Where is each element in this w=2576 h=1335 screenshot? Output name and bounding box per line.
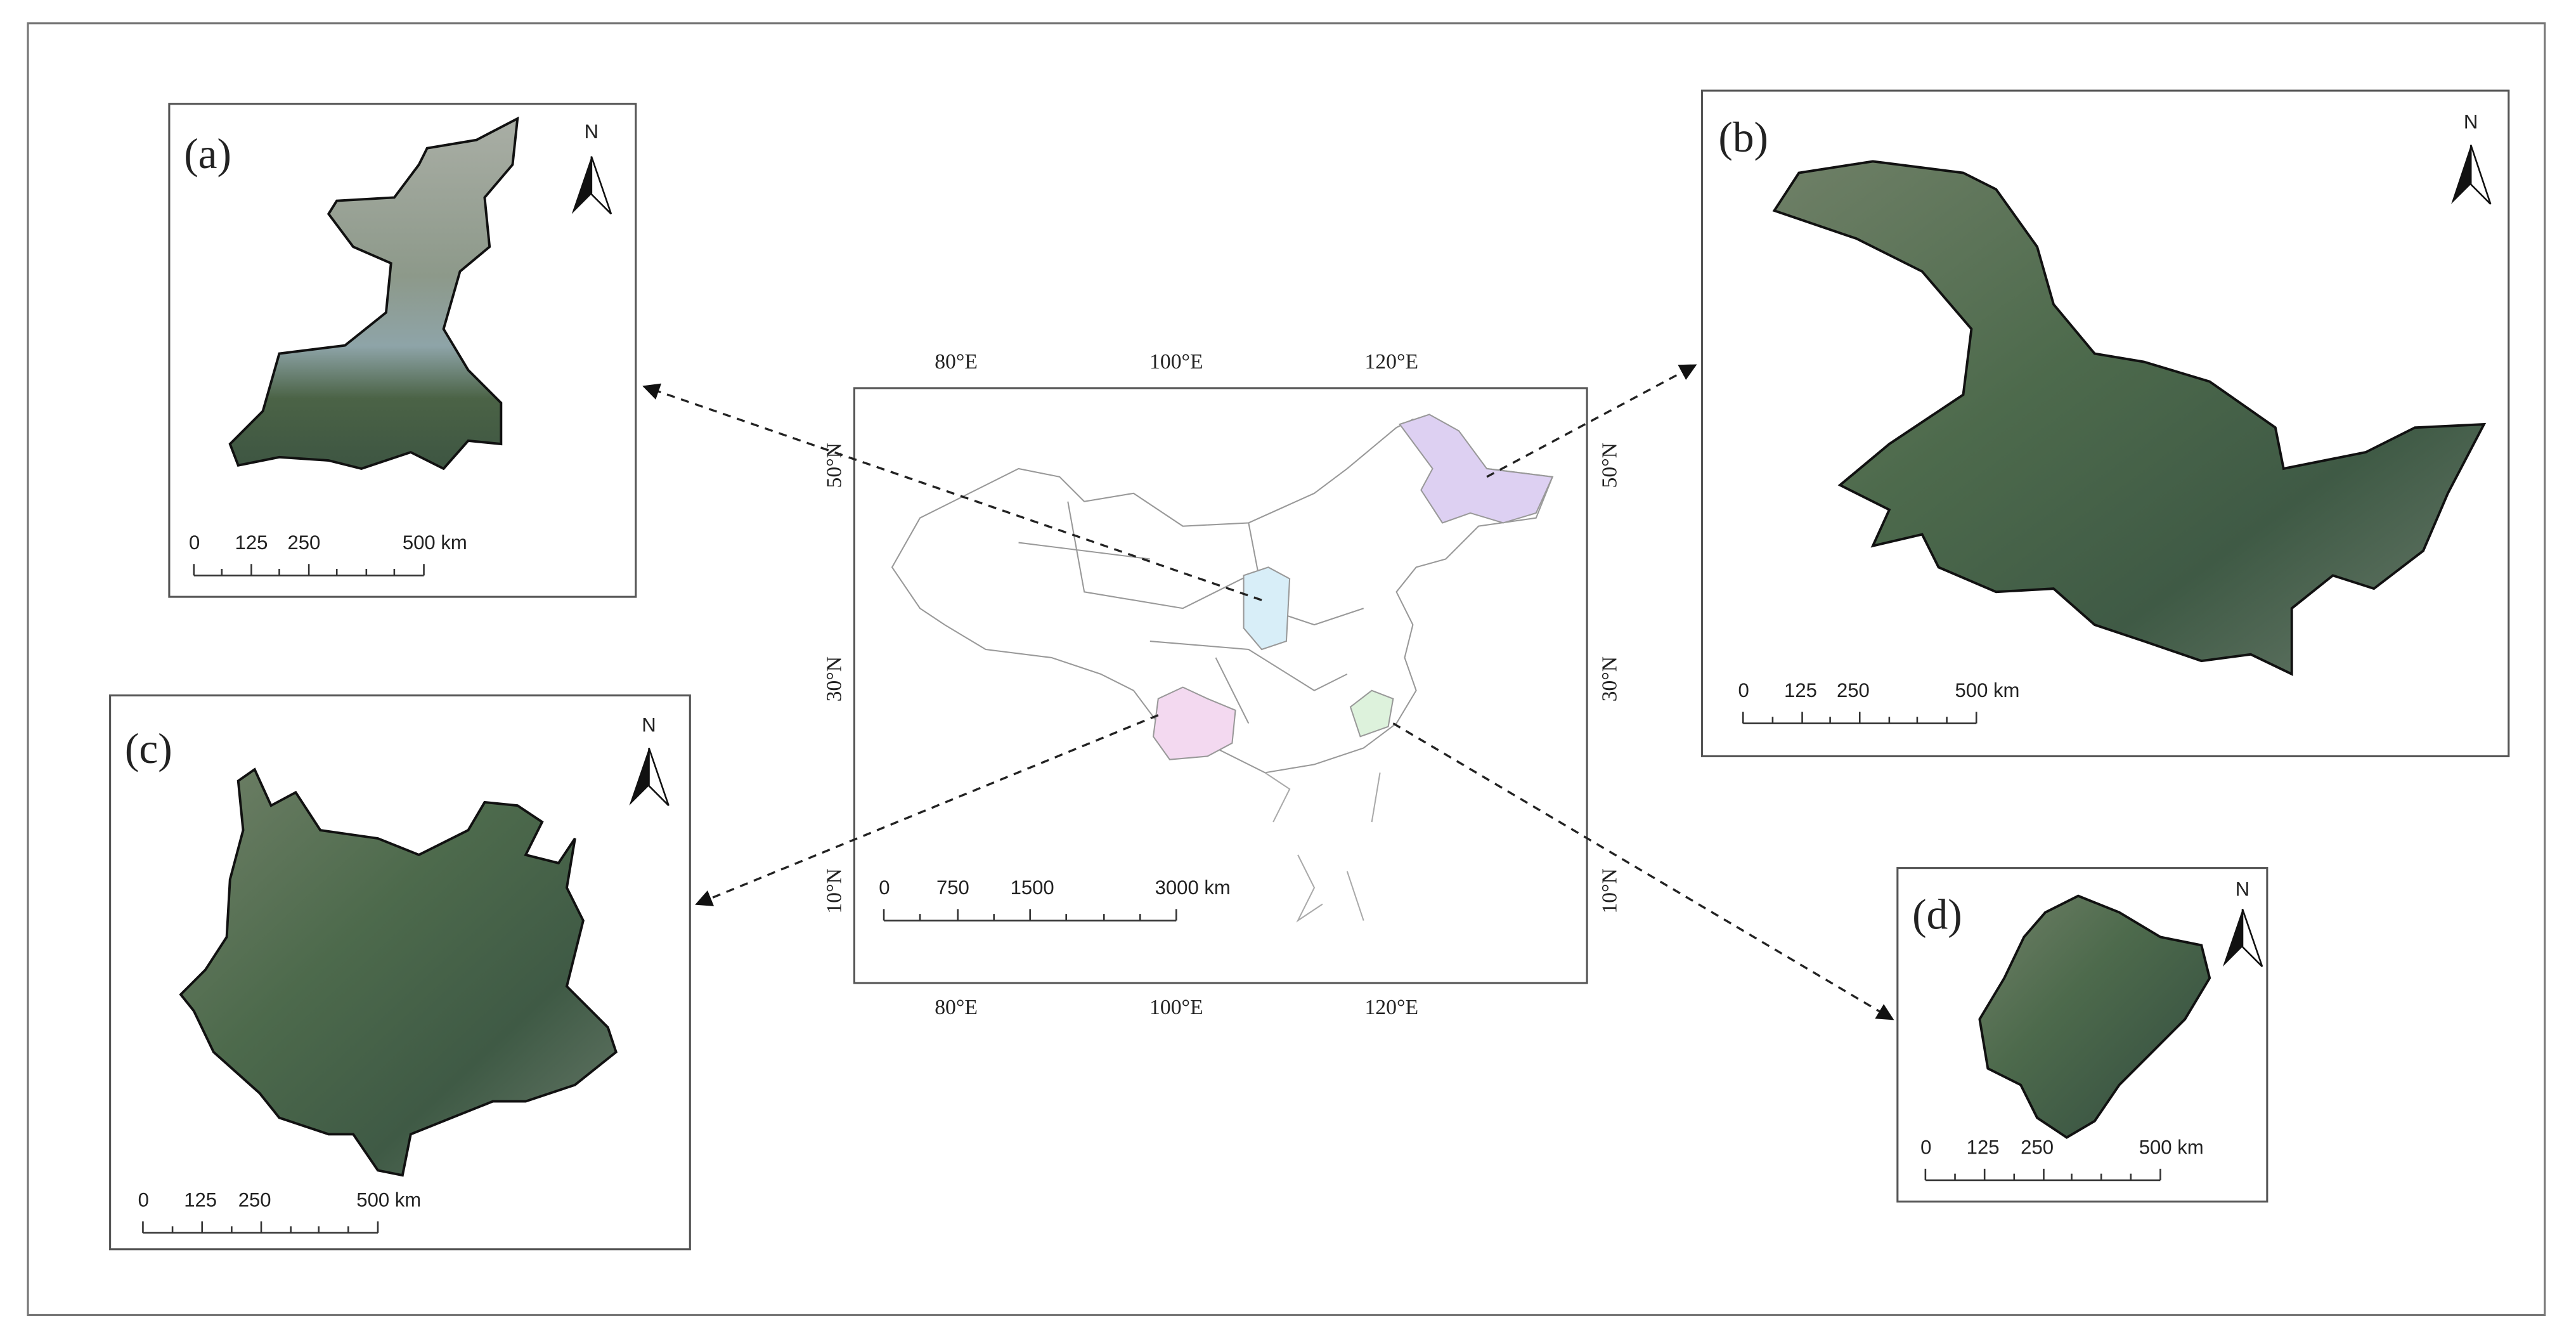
inset-b: [1700, 89, 2510, 757]
scale-label: 500 km: [403, 531, 467, 554]
scale-label: 0: [189, 531, 200, 554]
lat-label: 10°N: [823, 868, 846, 913]
lat-label: 50°N: [1598, 443, 1622, 488]
north-arrow-label: N: [2464, 111, 2478, 133]
scale-label: 500 km: [356, 1188, 421, 1211]
panel-label: (a): [184, 130, 231, 178]
scale-label: 125: [235, 531, 268, 554]
scale-label: 125: [184, 1188, 217, 1211]
lon-label: 120°E: [1364, 350, 1418, 374]
heilongjiang: [1399, 414, 1554, 524]
north-arrow-label: N: [585, 120, 599, 143]
fujian: [1349, 689, 1394, 738]
inset-a: [168, 103, 637, 598]
scale-label: 0: [1920, 1136, 1931, 1158]
north-arrow-label: N: [2236, 878, 2249, 901]
scale-label: 500 km: [1955, 679, 2020, 701]
yunnan: [1152, 686, 1236, 760]
lon-label: 80°E: [935, 350, 978, 374]
lat-label: 30°N: [1598, 656, 1622, 701]
labels: 80°E 80°E 100°E 100°E 120°E 120°E 50°N 50°N 30°N…: [125, 111, 2478, 1211]
lat-label: 10°N: [1598, 868, 1622, 913]
scale-label: 250: [1837, 679, 1870, 701]
scale-label: 1500: [1011, 876, 1054, 899]
lon-label: 80°E: [935, 996, 978, 1019]
lat-label: 50°N: [823, 443, 846, 488]
shaanxi: [1243, 566, 1291, 651]
scale-label: 250: [287, 531, 320, 554]
scale-label: 0: [138, 1188, 149, 1211]
panel-label: (c): [125, 725, 172, 772]
main-map: [853, 387, 1588, 984]
lon-label: 120°E: [1364, 996, 1418, 1019]
scale-label: 125: [1967, 1136, 2000, 1158]
scale-label: 0: [879, 876, 890, 899]
scale-label: 0: [1738, 679, 1749, 701]
scale-label: 750: [936, 876, 969, 899]
panel-label: (b): [1718, 114, 1768, 161]
panel-label: (d): [1912, 891, 1962, 939]
lon-label: 100°E: [1149, 996, 1203, 1019]
lat-label: 30°N: [823, 656, 846, 701]
scale-label: 125: [1784, 679, 1817, 701]
inset-c: [109, 694, 691, 1251]
scale-label: 250: [238, 1188, 271, 1211]
inset-d: [1896, 867, 2269, 1203]
connector-arrows: [642, 364, 1894, 1020]
scale-label: 250: [2021, 1136, 2054, 1158]
north-arrow-label: N: [642, 714, 656, 736]
scale-label: 3000 km: [1155, 876, 1231, 899]
scale-label: 500 km: [2139, 1136, 2204, 1158]
lon-label: 100°E: [1149, 350, 1203, 374]
